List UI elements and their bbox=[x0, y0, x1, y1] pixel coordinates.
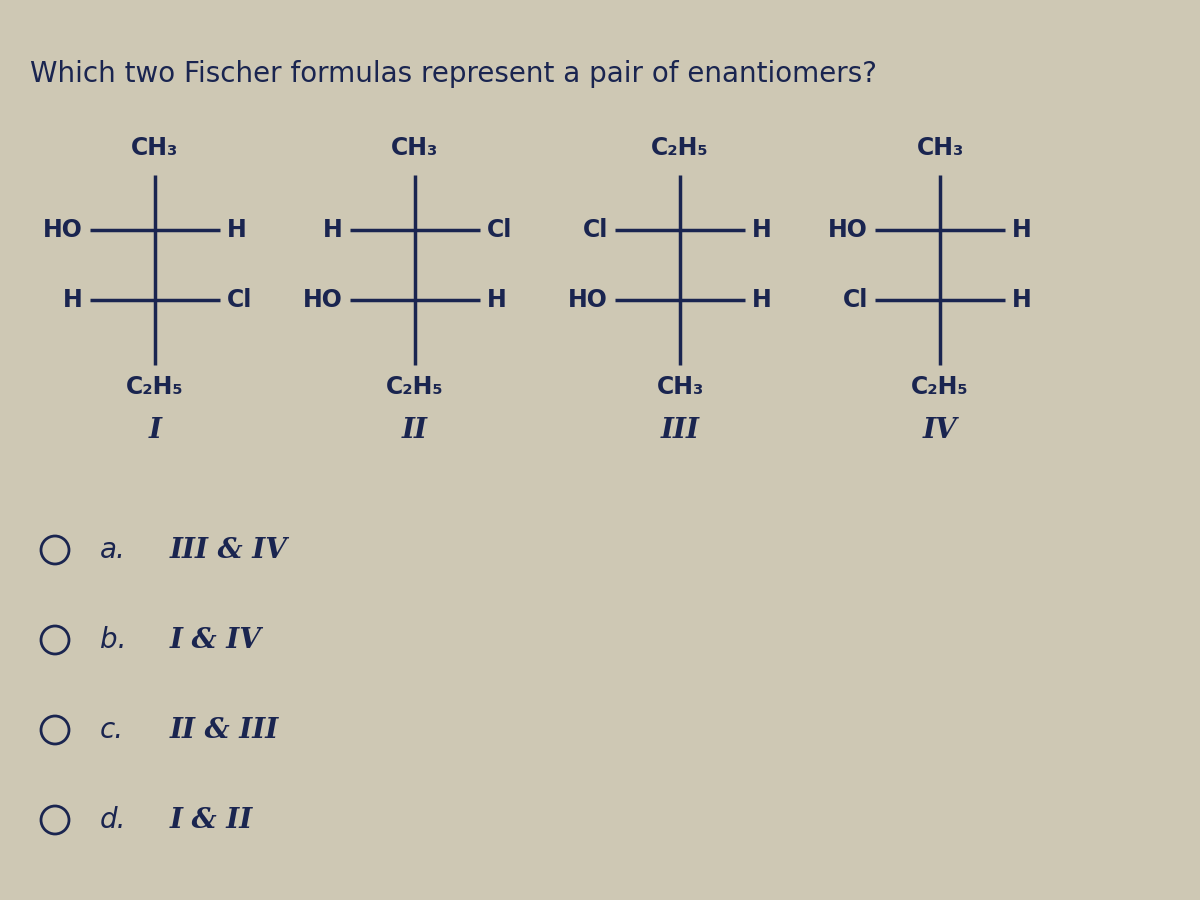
Text: CH₃: CH₃ bbox=[391, 136, 439, 160]
Text: H: H bbox=[323, 218, 343, 242]
Text: H: H bbox=[1012, 218, 1032, 242]
Text: Cl: Cl bbox=[487, 218, 512, 242]
Text: III & IV: III & IV bbox=[170, 536, 288, 563]
Text: Which two Fischer formulas represent a pair of enantiomers?: Which two Fischer formulas represent a p… bbox=[30, 60, 877, 88]
Text: C₂H₅: C₂H₅ bbox=[652, 136, 709, 160]
Text: Cl: Cl bbox=[842, 288, 868, 312]
Text: CH₃: CH₃ bbox=[917, 136, 964, 160]
Text: CH₃: CH₃ bbox=[131, 136, 179, 160]
Text: IV: IV bbox=[923, 417, 958, 444]
Text: C₂H₅: C₂H₅ bbox=[126, 375, 184, 399]
Text: C₂H₅: C₂H₅ bbox=[386, 375, 444, 399]
Text: II: II bbox=[402, 417, 428, 444]
Text: b.: b. bbox=[100, 626, 126, 654]
Text: H: H bbox=[752, 288, 772, 312]
Text: a.: a. bbox=[100, 536, 126, 564]
Text: I: I bbox=[149, 417, 162, 444]
Text: I & IV: I & IV bbox=[170, 626, 262, 653]
Text: H: H bbox=[752, 218, 772, 242]
Text: HO: HO bbox=[304, 288, 343, 312]
Text: HO: HO bbox=[43, 218, 83, 242]
Text: c.: c. bbox=[100, 716, 124, 744]
Text: C₂H₅: C₂H₅ bbox=[911, 375, 968, 399]
Text: CH₃: CH₃ bbox=[656, 375, 703, 399]
Text: H: H bbox=[487, 288, 506, 312]
Text: Cl: Cl bbox=[227, 288, 252, 312]
Text: H: H bbox=[1012, 288, 1032, 312]
Text: II & III: II & III bbox=[170, 716, 280, 743]
Text: HO: HO bbox=[568, 288, 608, 312]
Text: H: H bbox=[64, 288, 83, 312]
Text: HO: HO bbox=[828, 218, 868, 242]
Text: III: III bbox=[660, 417, 700, 444]
Text: Cl: Cl bbox=[583, 218, 608, 242]
Text: H: H bbox=[227, 218, 247, 242]
Text: I & II: I & II bbox=[170, 806, 253, 833]
Text: d.: d. bbox=[100, 806, 126, 834]
